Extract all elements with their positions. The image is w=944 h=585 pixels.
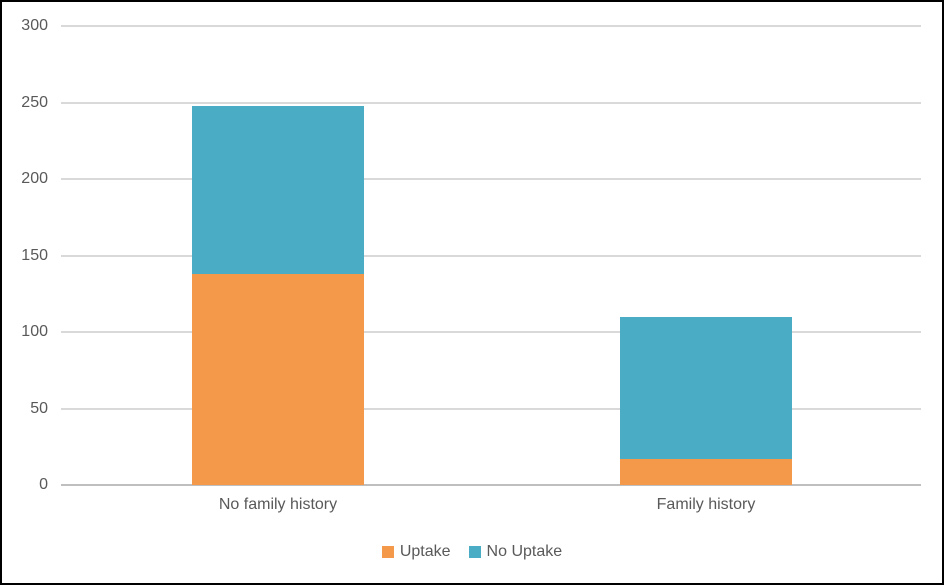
gridline-y200 bbox=[61, 178, 921, 180]
legend-label-uptake: Uptake bbox=[399, 543, 451, 560]
y-tick-label-50: 50 bbox=[30, 399, 48, 417]
y-tick-label-250: 250 bbox=[21, 93, 48, 111]
legend-swatch-uptake bbox=[381, 546, 394, 558]
legend-label-no-uptake: No Uptake bbox=[486, 543, 563, 560]
x-axis-line bbox=[61, 484, 921, 486]
y-tick-label-0: 0 bbox=[39, 476, 48, 493]
gridline-y150 bbox=[61, 254, 921, 257]
y-tick-label-300: 300 bbox=[21, 17, 48, 34]
y-tick-label-150: 150 bbox=[21, 246, 48, 264]
legend-item-uptake: Uptake bbox=[381, 543, 451, 561]
x-category-label-no-family-history: No family history bbox=[218, 496, 338, 513]
bar-segment-uptake-no-family-history bbox=[192, 273, 364, 485]
y-tick-label-100: 100 bbox=[21, 323, 48, 340]
y-tick-label-200: 200 bbox=[21, 170, 48, 187]
legend: Uptake No Uptake bbox=[2, 543, 942, 561]
bar-segment-no-uptake-no-family-history bbox=[192, 105, 364, 274]
bar-segment-uptake-family-history bbox=[620, 458, 792, 485]
x-category-label-family-history: Family history bbox=[656, 496, 756, 513]
legend-item-no-uptake: No Uptake bbox=[468, 543, 563, 561]
gridline-y300 bbox=[61, 25, 921, 27]
legend-swatch-no-uptake bbox=[468, 546, 481, 558]
gridline-y50 bbox=[61, 407, 921, 410]
bar-segment-no-uptake-family-history bbox=[620, 316, 792, 459]
gridline-y250 bbox=[61, 101, 921, 104]
gridline-y100 bbox=[61, 331, 921, 333]
